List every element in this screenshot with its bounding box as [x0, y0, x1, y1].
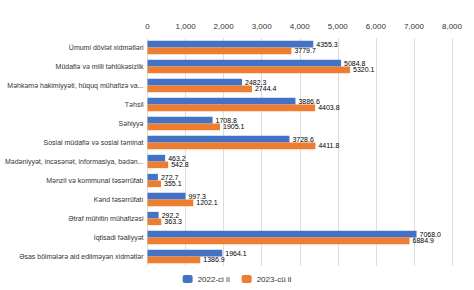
- svg-text:0: 0: [145, 22, 150, 31]
- svg-text:1,000: 1,000: [176, 22, 197, 31]
- svg-text:5320.1: 5320.1: [353, 66, 375, 73]
- svg-text:7068.0: 7068.0: [419, 230, 441, 238]
- svg-text:997.3: 997.3: [188, 192, 206, 200]
- svg-text:7,000: 7,000: [404, 22, 425, 31]
- svg-text:3728.6: 3728.6: [292, 136, 314, 143]
- svg-text:4,000: 4,000: [290, 22, 311, 31]
- svg-text:Səhiyyə: Səhiyyə: [119, 120, 144, 128]
- svg-text:3,000: 3,000: [252, 22, 273, 31]
- svg-text:Mədəniyyət, incəsənət, informa: Mədəniyyət, incəsənət, informasiya, bədə…: [5, 158, 144, 166]
- svg-text:Ümumi dövlət xidmətləri: Ümumi dövlət xidmətləri: [69, 44, 144, 51]
- svg-text:2023-cü il: 2023-cü il: [257, 275, 292, 284]
- svg-text:292.2: 292.2: [161, 211, 180, 219]
- svg-text:1905.1: 1905.1: [223, 123, 245, 130]
- svg-text:542.8: 542.8: [171, 161, 189, 168]
- svg-text:Ətraf mühitin mühafizəsi: Ətraf mühitin mühafizəsi: [68, 215, 144, 222]
- svg-text:8,000: 8,000: [442, 22, 463, 31]
- svg-text:2744.4: 2744.4: [255, 85, 277, 92]
- svg-text:Mənzil və kommunal təsərrüfatı: Mənzil və kommunal təsərrüfatı: [46, 177, 143, 184]
- svg-text:363.3: 363.3: [164, 218, 182, 225]
- svg-text:4403.8: 4403.8: [318, 104, 340, 111]
- svg-text:Məhkəmə hakimiyyəti, hüquq müh: Məhkəmə hakimiyyəti, hüquq mühafizə va..…: [7, 82, 143, 90]
- svg-text:3886.6: 3886.6: [298, 98, 320, 105]
- svg-text:Təhsil: Təhsil: [125, 101, 144, 108]
- svg-text:5,000: 5,000: [328, 22, 349, 31]
- svg-text:3779.7: 3779.7: [294, 47, 316, 54]
- svg-text:355.1: 355.1: [164, 180, 182, 187]
- svg-text:2022-ci il: 2022-ci il: [198, 275, 230, 284]
- svg-text:1964.1: 1964.1: [225, 250, 247, 257]
- svg-text:463.2: 463.2: [168, 154, 186, 162]
- svg-text:2482.3: 2482.3: [245, 78, 267, 86]
- svg-text:Əsas bölmələrə aid edilməyən x: Əsas bölmələrə aid edilməyən xidmətlər: [19, 253, 144, 261]
- svg-text:İqtisadi fəaliyyət: İqtisadi fəaliyyət: [94, 233, 144, 242]
- svg-text:6,000: 6,000: [366, 22, 387, 31]
- svg-text:1708.8: 1708.8: [215, 116, 237, 124]
- svg-text:1202.1: 1202.1: [196, 199, 218, 206]
- svg-text:4355.3: 4355.3: [316, 41, 338, 48]
- svg-text:272.7: 272.7: [160, 173, 179, 181]
- svg-text:6884.9: 6884.9: [413, 237, 435, 244]
- svg-text:Müdafiə və milli təhlükəsizlik: Müdafiə və milli təhlükəsizlik: [56, 63, 144, 70]
- svg-text:Sosial müdafiə və sosial təmin: Sosial müdafiə və sosial təminat: [44, 139, 144, 146]
- svg-text:5084.8: 5084.8: [344, 59, 366, 67]
- svg-text:2,000: 2,000: [214, 22, 235, 31]
- svg-text:Kənd təsərrüfatı: Kənd təsərrüfatı: [94, 196, 144, 203]
- svg-text:4411.8: 4411.8: [318, 142, 339, 149]
- svg-text:1386.9: 1386.9: [203, 256, 225, 263]
